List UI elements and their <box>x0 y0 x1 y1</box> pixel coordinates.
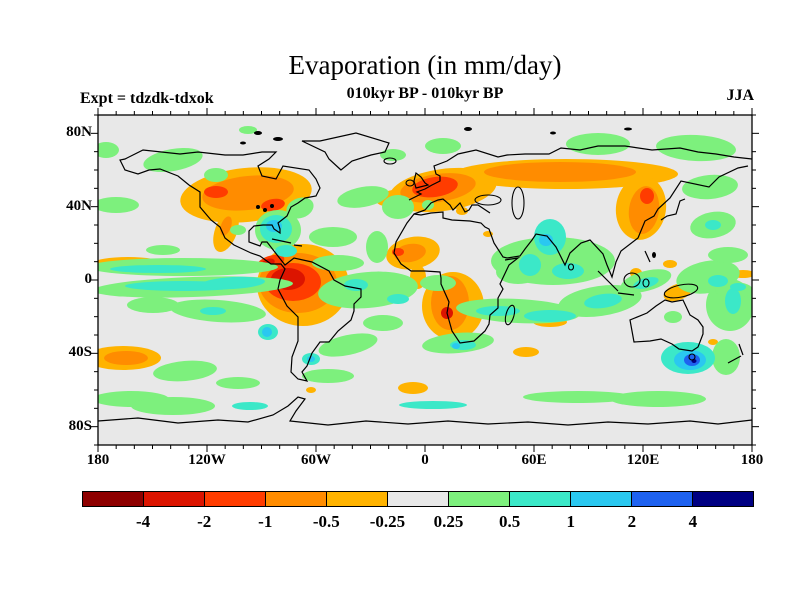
lat-tick-label: 40S <box>68 344 92 361</box>
lat-tick-label: 40N <box>66 197 92 214</box>
colorbar-tick-label: -0.25 <box>369 512 406 531</box>
colorbar-tick-label: 2 <box>627 512 637 531</box>
colorbar-cell <box>571 492 632 506</box>
colorbar-cell <box>388 492 449 506</box>
experiment-label: Expt = tdzdk-tdxok <box>80 90 214 107</box>
lat-tick-label: 0 <box>84 271 93 287</box>
lon-tick-label: 180 <box>86 452 110 468</box>
colorbar-cell <box>510 492 571 506</box>
colorbar-cell <box>327 492 388 506</box>
colorbar-tick-label: -2 <box>197 512 212 531</box>
colorbar-tick-label: 4 <box>688 512 698 531</box>
lon-tick-label: 0 <box>421 452 429 468</box>
colorbar-cell <box>632 492 693 506</box>
lon-tick-label: 120E <box>626 452 660 468</box>
colorbar-tick-label: -1 <box>258 512 273 531</box>
colorbar-tick-label: 0.25 <box>433 512 464 531</box>
world-map <box>91 108 759 452</box>
colorbar-cell <box>205 492 266 506</box>
colorbar-cell <box>266 492 327 506</box>
lat-tick-label: 80N <box>66 124 92 141</box>
lon-tick-label: 120W <box>188 452 226 468</box>
lon-tick-label: 180 <box>740 452 764 468</box>
colorbar <box>82 491 754 507</box>
colorbar-tick-label: 0.5 <box>499 512 521 531</box>
lat-tick-label: 80S <box>68 417 92 434</box>
lon-tick-label: 60E <box>521 452 547 468</box>
plot-subtitle: 010kyr BP - 010kyr BP <box>346 85 504 102</box>
page-title: Evaporation (in mm/day) <box>288 50 562 80</box>
colorbar-cell <box>144 492 205 506</box>
colorbar-tick-label: -0.5 <box>312 512 340 531</box>
colorbar-tick-label: 1 <box>566 512 575 531</box>
season-label: JJA <box>726 87 754 104</box>
colorbar-tick-label: -4 <box>135 512 151 531</box>
colorbar-cell <box>83 492 144 506</box>
colorbar-cell <box>449 492 510 506</box>
lon-tick-label: 60W <box>301 452 331 468</box>
colorbar-cell <box>693 492 753 506</box>
